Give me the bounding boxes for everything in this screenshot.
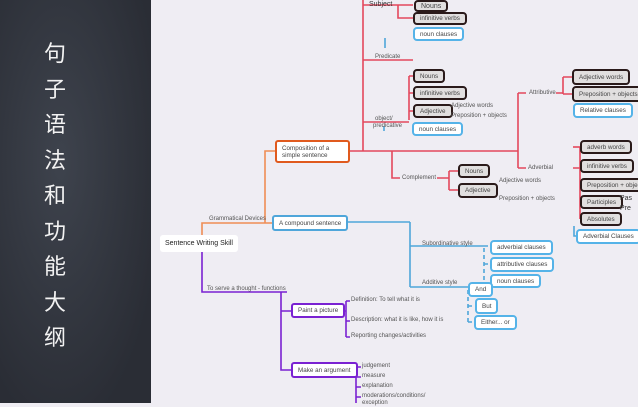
adverbial-item[interactable]: adverb words — [580, 140, 632, 154]
title-char: 语 — [43, 113, 66, 138]
complement-item[interactable]: Nouns — [458, 164, 491, 178]
paint-item: Reporting changes/activities — [351, 333, 427, 339]
subject-item[interactable]: infinitive verbs — [413, 12, 467, 25]
title-char: 法 — [43, 148, 66, 174]
title-char: 句 — [43, 42, 66, 67]
subordinative-item[interactable]: adverbial clauses — [490, 240, 553, 255]
object-item[interactable]: Adjective — [413, 104, 453, 118]
adverbial-item[interactable]: Preposition + objects — [580, 178, 638, 192]
participles-sub-label: Pre — [620, 205, 631, 212]
title-char: 纲 — [43, 326, 66, 351]
object-item[interactable]: Nouns — [413, 69, 446, 83]
argument-item: moderations/conditions/ — [362, 393, 426, 399]
subject-item[interactable]: Nouns — [414, 0, 449, 12]
object-item[interactable]: noun clauses — [412, 122, 464, 136]
complement-adj-label: Adjective words — [499, 178, 542, 184]
attributive-item[interactable]: Adjective words — [572, 69, 631, 85]
title-char: 大 — [43, 290, 66, 316]
vertical-title: 句 子 语 法 和 功 能 大 纲 — [42, 42, 68, 352]
label-complement: Complement — [402, 175, 437, 181]
label-additive: Additive style — [422, 280, 458, 286]
object-item[interactable]: infinitive verbs — [413, 86, 467, 100]
mind-map-canvas[interactable]: Sentence Writing Skill Grammatical Devic… — [151, 0, 638, 406]
label-adverbial: Adverbial — [528, 165, 554, 171]
subordinative-item[interactable]: noun clauses — [490, 274, 542, 288]
title-char: 功 — [43, 219, 66, 245]
title-char: 能 — [43, 255, 66, 280]
paint-item: Definition: To tell what it is — [351, 297, 420, 303]
complement-adj-label: Preposition + objects — [499, 196, 555, 202]
argument-item: judgement — [362, 363, 391, 369]
complement-item[interactable]: Adjective — [458, 183, 498, 198]
object-adj-label: Preposition + objects — [451, 113, 507, 119]
label-subordinative: Subordinative style — [422, 241, 473, 247]
adverbial-item[interactable]: infinitive verbs — [580, 159, 634, 173]
title-char: 子 — [43, 77, 66, 103]
argument-item: exception — [362, 400, 388, 406]
node-compound-sentence[interactable]: A compound sentence — [272, 215, 349, 231]
additive-item[interactable]: And — [468, 282, 494, 297]
label-object: object/ — [375, 116, 393, 122]
adverbial-item[interactable]: Participles — [580, 195, 624, 209]
adverbial-item[interactable]: Absolutes — [580, 212, 622, 226]
branch-label-grammatical: Grammatical Devices — [209, 216, 267, 222]
subordinative-item[interactable]: attributive clauses — [490, 257, 555, 272]
title-panel: 句 子 语 法 和 功 能 大 纲 — [0, 0, 151, 403]
label-predicative: predicative — [373, 123, 403, 129]
participles-sub-label: Pas — [620, 195, 633, 202]
adverbial-item[interactable]: Adverbial Clauses — [576, 229, 638, 244]
label-predicate: Predicate — [375, 54, 401, 60]
node-make-argument[interactable]: Make an argument — [291, 362, 358, 378]
node-simple-sentence[interactable]: Composition of a simple sentence — [275, 140, 350, 163]
label-attributive: Attributive — [529, 90, 556, 96]
branch-lines-extra — [573, 146, 580, 148]
additive-item[interactable]: But — [475, 298, 499, 314]
paint-item: Description: what it is like, how it is — [351, 317, 444, 323]
root-node[interactable]: Sentence Writing Skill — [160, 235, 238, 252]
object-adj-label: Adjective words — [451, 103, 494, 109]
branch-label-functions: To serve a thought - functions — [207, 286, 286, 292]
argument-item: explanation — [362, 383, 393, 389]
additive-item[interactable]: Either... or — [474, 315, 517, 330]
subject-item[interactable]: noun clauses — [413, 27, 465, 41]
attributive-item[interactable]: Relative clauses — [573, 103, 633, 118]
label-subject: Subject — [369, 1, 393, 8]
node-paint-picture[interactable]: Paint a picture — [291, 303, 346, 318]
title-char: 和 — [43, 184, 66, 209]
attributive-item[interactable]: Preposition + objects — [572, 86, 638, 102]
argument-item: measure — [362, 373, 386, 379]
